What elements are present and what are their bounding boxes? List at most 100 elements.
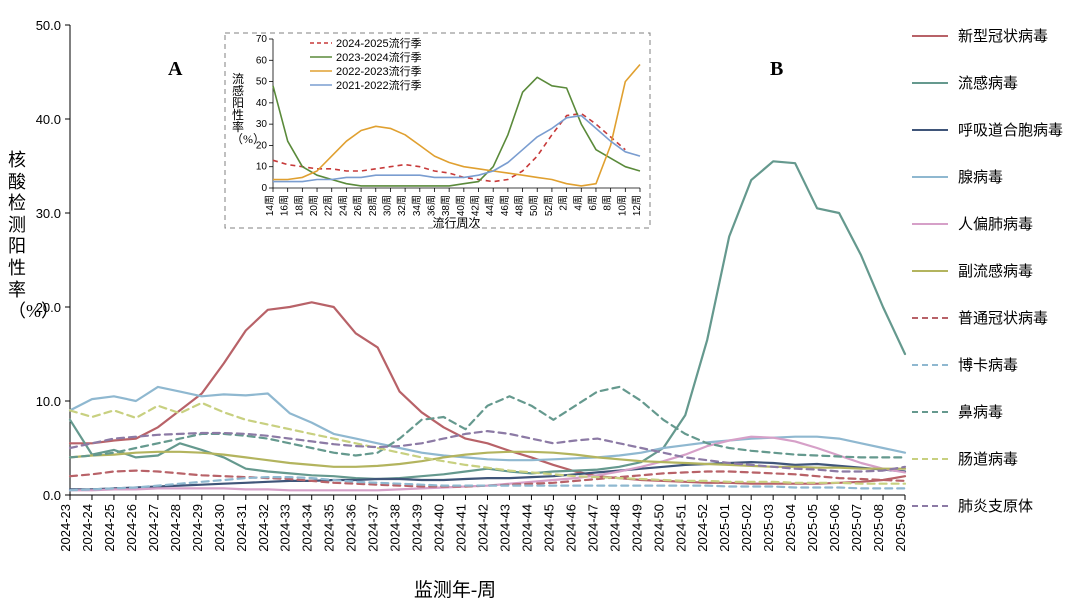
svg-text:2024-24: 2024-24 — [80, 504, 95, 552]
svg-text:52周: 52周 — [543, 195, 555, 216]
svg-text:2024-44: 2024-44 — [519, 504, 534, 552]
svg-text:2025-01: 2025-01 — [717, 504, 732, 552]
svg-text:16周: 16周 — [279, 195, 291, 216]
svg-text:2025-07: 2025-07 — [849, 504, 864, 552]
svg-text:2024-35: 2024-35 — [322, 504, 337, 552]
svg-text:32周: 32周 — [396, 195, 408, 216]
svg-text:2024-42: 2024-42 — [476, 504, 491, 552]
legend-label: 鼻病毒 — [958, 401, 1003, 422]
svg-text:2025-05: 2025-05 — [805, 504, 820, 552]
svg-text:2024-48: 2024-48 — [607, 504, 622, 552]
svg-text:2022-2023流行季: 2022-2023流行季 — [336, 64, 422, 78]
svg-text:2024-23: 2024-23 — [58, 504, 73, 552]
legend-item: 肠道病毒 — [912, 448, 1072, 469]
legend-swatch — [912, 411, 948, 413]
svg-text:18周: 18周 — [293, 195, 305, 216]
svg-text:2024-27: 2024-27 — [146, 504, 161, 552]
svg-text:2024-29: 2024-29 — [190, 504, 205, 552]
legend-swatch — [912, 223, 948, 225]
svg-text:10.0: 10.0 — [36, 394, 61, 409]
legend-item: 呼吸道合胞病毒 — [912, 119, 1072, 140]
svg-text:50周: 50周 — [528, 195, 540, 216]
legend-item: 腺病毒 — [912, 166, 1072, 187]
legend-label: 腺病毒 — [958, 166, 1003, 187]
svg-text:30周: 30周 — [381, 195, 393, 216]
svg-text:2024-25: 2024-25 — [102, 504, 117, 552]
legend-label: 呼吸道合胞病毒 — [958, 119, 1063, 140]
svg-text:2024-28: 2024-28 — [168, 504, 183, 552]
y-axis-label: 核酸检测阳性率（%） — [8, 150, 26, 323]
svg-text:2024-33: 2024-33 — [278, 504, 293, 552]
svg-text:2024-2025流行季: 2024-2025流行季 — [336, 36, 422, 50]
svg-text:50: 50 — [256, 77, 268, 88]
svg-text:0.0: 0.0 — [43, 488, 61, 503]
legend-item: 肺炎支原体 — [912, 495, 1072, 516]
svg-text:2024-52: 2024-52 — [695, 504, 710, 552]
legend-swatch — [912, 82, 948, 84]
svg-text:2024-38: 2024-38 — [388, 504, 403, 552]
legend-swatch — [912, 505, 948, 507]
svg-text:2024-37: 2024-37 — [366, 504, 381, 552]
svg-text:50.0: 50.0 — [36, 18, 61, 33]
legend-swatch — [912, 317, 948, 319]
svg-text:2024-41: 2024-41 — [454, 504, 469, 552]
legend-swatch — [912, 364, 948, 366]
svg-text:0: 0 — [261, 183, 267, 194]
svg-text:2025-04: 2025-04 — [783, 504, 798, 552]
legend-item: 人偏肺病毒 — [912, 213, 1072, 234]
legend-label: 人偏肺病毒 — [958, 213, 1033, 234]
svg-text:2021-2022流行季: 2021-2022流行季 — [336, 78, 422, 92]
svg-text:60: 60 — [256, 55, 268, 66]
svg-text:24周: 24周 — [337, 195, 349, 216]
svg-text:22周: 22周 — [323, 195, 335, 216]
svg-text:30: 30 — [256, 119, 268, 130]
svg-text:20周: 20周 — [308, 195, 320, 216]
svg-text:12周: 12周 — [631, 195, 643, 216]
svg-text:2024-50: 2024-50 — [651, 504, 666, 552]
svg-text:2025-03: 2025-03 — [761, 504, 776, 552]
svg-text:30.0: 30.0 — [36, 206, 61, 221]
inset-y-axis-label: 流感阳性率（%） — [231, 73, 245, 145]
svg-text:8周: 8周 — [602, 195, 614, 211]
inset-x-axis-label: 流行周次 — [273, 214, 640, 231]
legend-swatch — [912, 270, 948, 272]
svg-text:2024-49: 2024-49 — [629, 504, 644, 552]
svg-text:2025-02: 2025-02 — [739, 504, 754, 552]
legend-label: 普通冠状病毒 — [958, 307, 1048, 328]
svg-text:34周: 34周 — [411, 195, 423, 216]
svg-text:2024-40: 2024-40 — [432, 504, 447, 552]
legend-label: 博卡病毒 — [958, 354, 1018, 375]
svg-text:2周: 2周 — [558, 195, 570, 211]
panel-label-b: B — [770, 58, 783, 81]
legend-item: 普通冠状病毒 — [912, 307, 1072, 328]
legend-label: 新型冠状病毒 — [958, 25, 1048, 46]
svg-text:48周: 48周 — [514, 195, 526, 216]
legend-label: 肺炎支原体 — [958, 495, 1033, 516]
legend-label: 肠道病毒 — [958, 448, 1018, 469]
panel-label-a: A — [168, 58, 182, 81]
legend-item: 流感病毒 — [912, 72, 1072, 93]
svg-text:40周: 40周 — [455, 195, 467, 216]
svg-text:2024-26: 2024-26 — [124, 504, 139, 552]
svg-text:40: 40 — [256, 98, 268, 109]
svg-text:2025-09: 2025-09 — [893, 504, 908, 552]
svg-text:2024-32: 2024-32 — [256, 504, 271, 552]
svg-text:26周: 26周 — [352, 195, 364, 216]
legend-item: 副流感病毒 — [912, 260, 1072, 281]
svg-text:2025-08: 2025-08 — [871, 504, 886, 552]
chart-container: 0.010.020.030.040.050.02024-232024-24202… — [0, 0, 1080, 608]
svg-text:2023-2024流行季: 2023-2024流行季 — [336, 50, 422, 64]
svg-text:2024-45: 2024-45 — [541, 504, 556, 552]
legend-label: 副流感病毒 — [958, 260, 1033, 281]
svg-text:40.0: 40.0 — [36, 112, 61, 127]
svg-text:38周: 38周 — [440, 195, 452, 216]
svg-text:2024-47: 2024-47 — [585, 504, 600, 552]
svg-text:2024-31: 2024-31 — [234, 504, 249, 552]
svg-text:2024-39: 2024-39 — [410, 504, 425, 552]
svg-text:2024-34: 2024-34 — [300, 504, 315, 552]
svg-text:2024-36: 2024-36 — [344, 504, 359, 552]
legend-swatch — [912, 458, 948, 460]
legend-swatch — [912, 35, 948, 37]
legend: 新型冠状病毒流感病毒呼吸道合胞病毒腺病毒人偏肺病毒副流感病毒普通冠状病毒博卡病毒… — [912, 25, 1072, 542]
svg-text:6周: 6周 — [587, 195, 599, 211]
